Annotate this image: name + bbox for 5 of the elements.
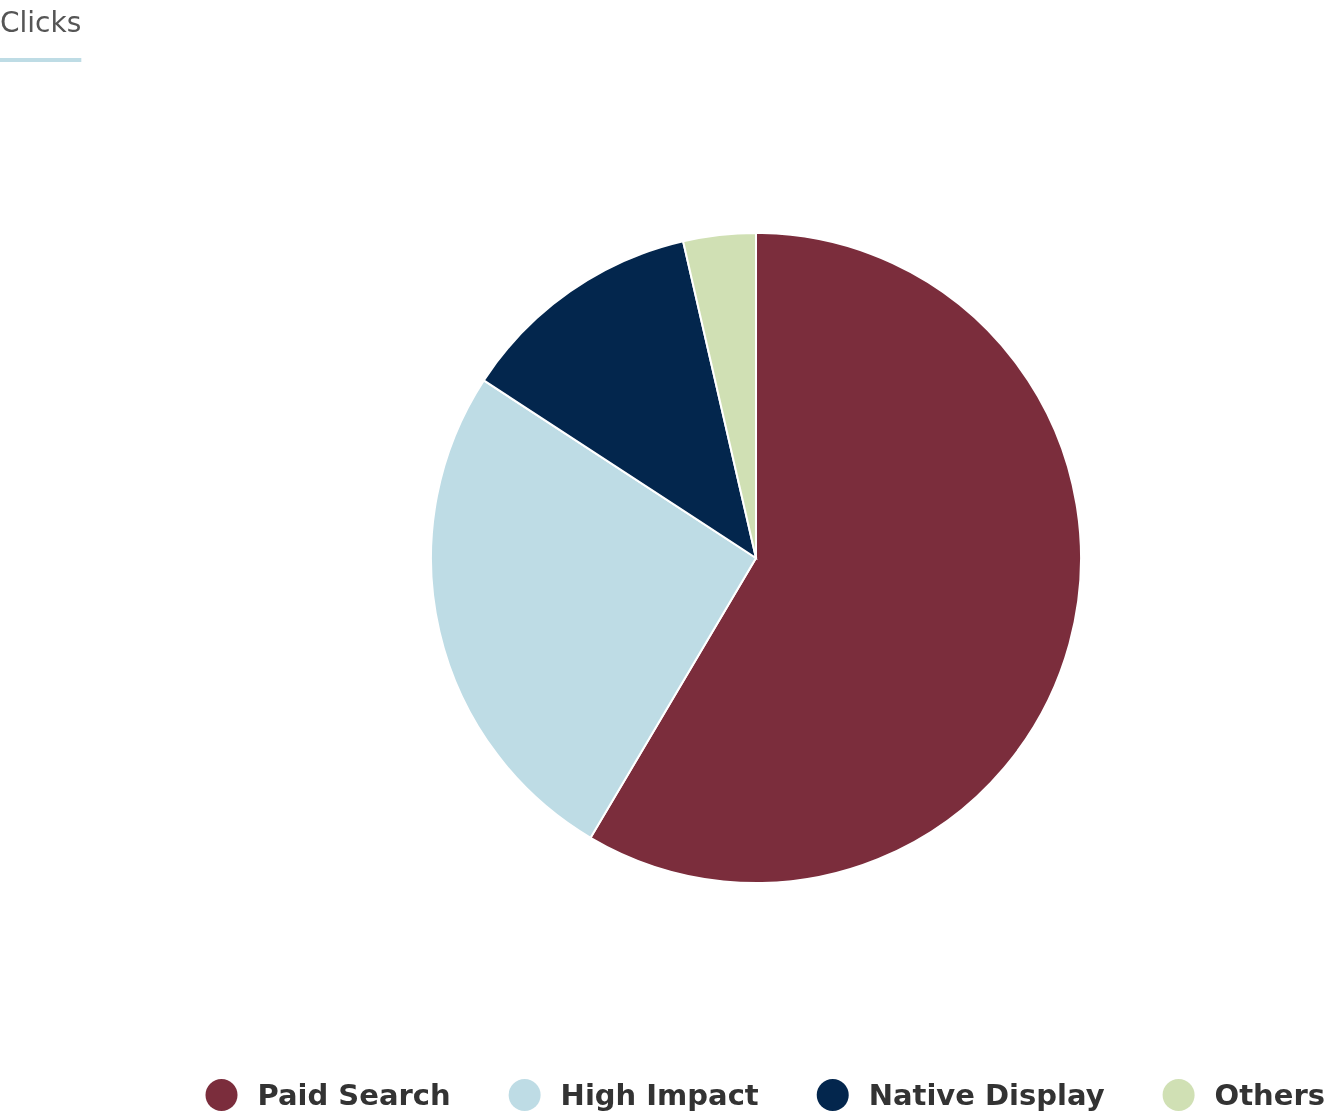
legend-label: High Impact (560, 1078, 759, 1112)
legend-label: Others (1214, 1078, 1325, 1112)
legend-label: Paid Search (257, 1078, 451, 1112)
chart-title: Clicks (0, 6, 82, 39)
legend-label: Native Display (868, 1078, 1105, 1112)
